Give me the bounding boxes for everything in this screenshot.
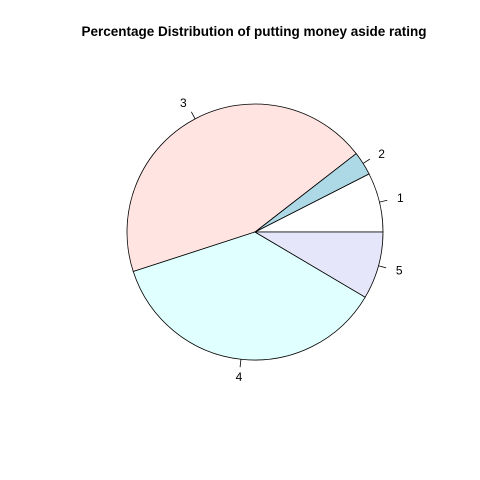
chart-title: Percentage Distribution of putting money… — [81, 24, 426, 39]
pie-label-2: 2 — [378, 147, 385, 161]
pie-slices — [126, 103, 384, 361]
pie-leader-5 — [378, 265, 387, 269]
pie-leader-1 — [379, 199, 388, 203]
pie-label-5: 5 — [396, 264, 403, 278]
pie-label-3: 3 — [180, 96, 187, 110]
pie-leader-4 — [239, 359, 242, 368]
pie-label-4: 4 — [236, 370, 243, 384]
pie-slice-4 — [132, 231, 366, 361]
pie-leader-3 — [191, 111, 196, 120]
pie-labels: 1 2 3 4 5 — [180, 96, 404, 384]
pie-label-1: 1 — [397, 191, 404, 205]
pie-leader-2 — [362, 158, 371, 164]
